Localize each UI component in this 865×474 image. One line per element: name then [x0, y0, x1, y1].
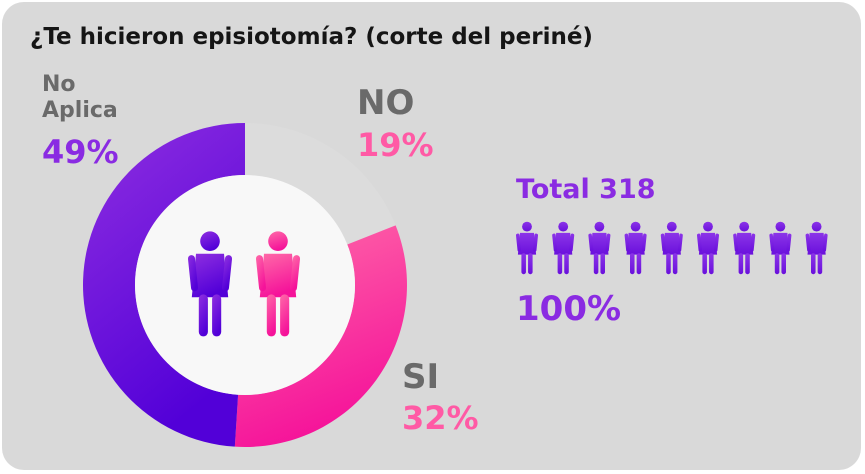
woman-icon — [805, 221, 828, 275]
woman-icon — [769, 221, 792, 275]
value-no: 19% — [357, 126, 434, 164]
label-si: SI — [402, 357, 440, 397]
value-no-aplica: 49% — [42, 133, 119, 171]
label-no-aplica-line2: Aplica — [42, 98, 118, 123]
donut-slice-no — [245, 123, 396, 245]
total-percent: 100% — [516, 289, 622, 329]
woman-icon — [552, 221, 575, 275]
donut-slice-si — [234, 225, 408, 447]
label-no-aplica-line1: No — [42, 72, 76, 97]
value-si: 32% — [402, 399, 479, 437]
woman-icon — [624, 221, 647, 275]
donut-center — [135, 175, 355, 395]
chart-title: ¿Te hicieron episiotomía? (corte del per… — [30, 24, 593, 50]
woman-icon — [515, 221, 539, 275]
label-no: NO — [357, 83, 415, 123]
woman-icon — [588, 221, 611, 275]
woman-icon — [660, 221, 683, 275]
total-label: Total 318 — [516, 174, 656, 205]
donut-slice-no-aplica — [82, 123, 245, 447]
woman-icon — [733, 221, 756, 275]
woman-icon — [696, 221, 720, 275]
